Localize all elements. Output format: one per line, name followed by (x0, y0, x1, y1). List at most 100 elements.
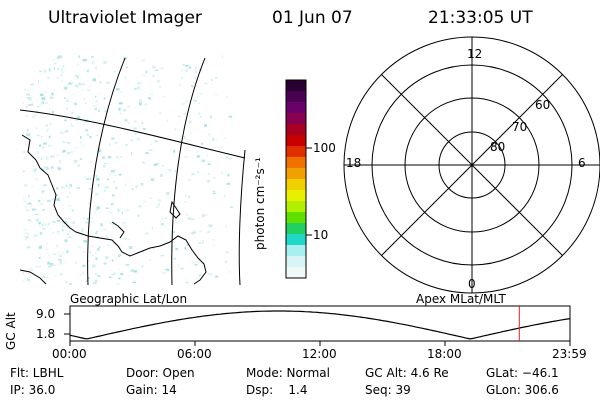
speckle-dot (98, 245, 101, 249)
speckle-dot (25, 71, 30, 74)
speckle-dot (111, 194, 115, 197)
speckle-dot (82, 251, 86, 253)
speckle-dot (156, 79, 160, 83)
speckle-dot (53, 67, 56, 70)
speckle-dot (120, 156, 122, 159)
speckle-dot (47, 128, 49, 131)
speckle-dot (82, 58, 87, 62)
speckle-dot (208, 134, 211, 136)
speckle-dot (59, 55, 63, 58)
speckle-dot (23, 228, 27, 231)
timeline-frame (69, 305, 571, 342)
speckle-dot (184, 135, 186, 139)
speckle-dot (109, 260, 111, 262)
speckle-dot (29, 267, 33, 271)
speckle-dot (33, 234, 38, 237)
speckle-dot (59, 160, 61, 164)
speckle-dot (202, 240, 204, 244)
speckle-dot (153, 247, 155, 250)
speckle-dot (125, 144, 128, 146)
speckle-dot (174, 170, 177, 173)
speckle-dot (60, 273, 63, 276)
timeline-ylabel: GC Alt (4, 312, 18, 350)
speckle-dot (150, 143, 152, 146)
speckle-dot (48, 68, 51, 72)
speckle-dot (175, 248, 178, 250)
speckle-dot (227, 183, 229, 186)
speckle-dot (52, 231, 55, 235)
speckle-dot (212, 244, 216, 247)
speckle-dot (207, 173, 211, 175)
speckle-dot (79, 141, 83, 144)
speckle-dot (84, 176, 86, 178)
speckle-dot (228, 115, 232, 118)
speckle-dot (28, 133, 31, 136)
speckle-dot (72, 221, 75, 224)
speckle-dot (130, 152, 133, 155)
speckle-dot (38, 200, 41, 202)
speckle-dot (62, 149, 66, 153)
x-tick-label: 00:00 (52, 347, 87, 361)
speckle-dot (36, 151, 40, 154)
speckle-dot (148, 149, 153, 151)
speckle-dot (89, 217, 94, 219)
speckle-dot (30, 203, 33, 206)
gain-status: Gain: 14 (126, 383, 177, 397)
speckle-dot (185, 278, 187, 280)
speckle-dot (111, 274, 116, 276)
speckle-dot (58, 167, 61, 171)
speckle-dot (207, 163, 211, 166)
speckle-dot (184, 100, 189, 102)
speckle-dot (35, 178, 39, 181)
speckle-dot (91, 55, 94, 58)
speckle-dot (121, 221, 126, 224)
speckle-dot (80, 136, 82, 139)
speckle-dot (94, 108, 97, 110)
altitude-curve (69, 310, 571, 340)
seq-status: Seq: 39 (365, 383, 411, 397)
speckle-dot (229, 157, 232, 160)
uv-emission-speckle (22, 55, 233, 285)
speckle-dot (83, 123, 86, 126)
speckle-dot (76, 115, 79, 118)
speckle-dot (149, 259, 152, 262)
speckle-dot (200, 93, 203, 95)
speckle-dot (191, 173, 195, 176)
speckle-dot (86, 70, 89, 73)
speckle-dot (133, 250, 135, 252)
speckle-dot (30, 269, 34, 271)
speckle-dot (70, 124, 74, 127)
speckle-dot (144, 103, 148, 106)
colorbar-stripe (286, 124, 306, 136)
speckle-dot (115, 258, 117, 260)
x-tick-label: 12:00 (302, 347, 337, 361)
mlt-label-6: 6 (578, 156, 586, 170)
speckle-dot (65, 218, 67, 221)
speckle-dot (117, 255, 121, 257)
speckle-dot (74, 102, 77, 106)
speckle-dot (87, 276, 90, 279)
y-tick-label-1-8: 1.8 (36, 327, 56, 341)
speckle-dot (45, 130, 48, 133)
altitude-timeline (64, 305, 571, 346)
speckle-dot (145, 70, 148, 74)
speckle-dot (128, 238, 131, 240)
speckle-dot (88, 85, 92, 88)
speckle-dot (181, 103, 185, 106)
speckle-dot (105, 117, 107, 119)
speckle-dot (134, 120, 137, 123)
speckle-dot (155, 205, 160, 208)
speckle-dot (81, 89, 83, 92)
speckle-dot (170, 110, 172, 112)
speckle-dot (24, 72, 27, 76)
coastline (19, 269, 47, 285)
speckle-dot (89, 251, 92, 254)
speckle-dot (195, 151, 198, 153)
speckle-dot (164, 268, 168, 270)
speckle-dot (169, 169, 171, 173)
speckle-dot (86, 134, 89, 136)
speckle-dot (103, 97, 106, 100)
speckle-dot (40, 103, 44, 106)
speckle-dot (51, 92, 54, 96)
speckle-dot (53, 62, 57, 64)
